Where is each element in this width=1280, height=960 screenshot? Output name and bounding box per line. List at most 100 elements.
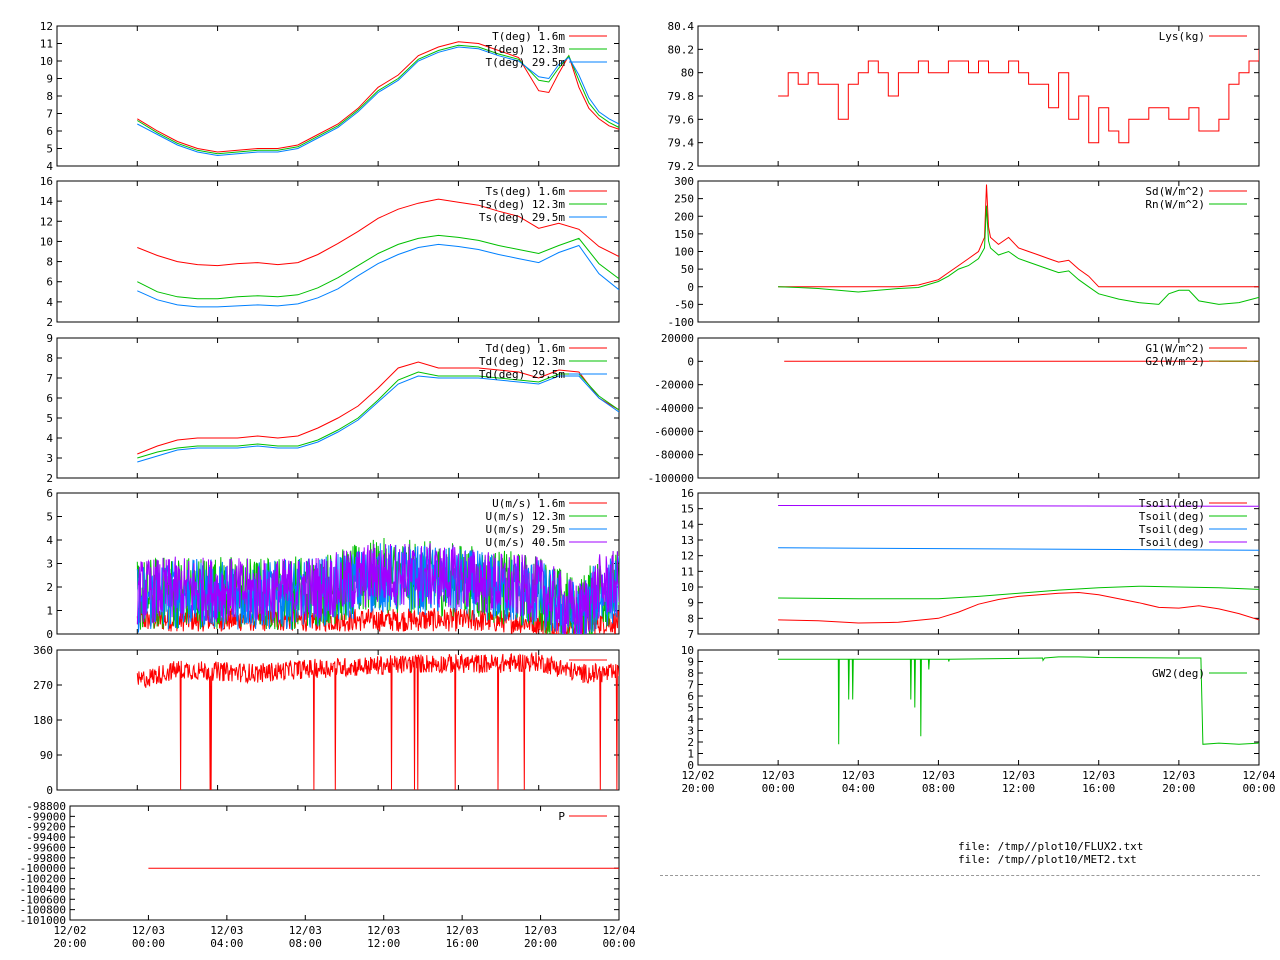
legend-label: Sd(W/m^2): [1145, 185, 1205, 198]
x-tick-label: 12:00: [367, 937, 400, 950]
x-tick-label: 12/02: [681, 769, 714, 782]
y-tick-label: 11: [681, 565, 694, 578]
y-tick-label: 200: [674, 210, 694, 223]
plot-frame: [56, 180, 620, 323]
y-tick-label: -100200: [20, 873, 66, 886]
legend-label: Tsoil(deg): [1139, 523, 1205, 536]
panel-G: -100000 -80000 -60000 -40000 -20000 0 20000 G1(…: [648, 332, 1260, 485]
y-tick-label: 0: [687, 281, 694, 294]
series-line-0: [137, 41, 619, 153]
series-line-0: [778, 591, 1259, 624]
series-line-3: [136, 543, 619, 634]
y-tick-label: 3: [687, 725, 694, 738]
file-info: file: /tmp//plot10/FLUX2.txt file: /tmp/…: [958, 840, 1143, 866]
y-tick-label: 50: [681, 263, 694, 276]
x-tick-label: 20:00: [1162, 782, 1195, 795]
y-tick-label: 8: [687, 612, 694, 625]
series-line-2: [778, 547, 1259, 551]
x-tick-label: 12/04: [602, 924, 635, 937]
x-tick-label: 12/03: [1162, 769, 1195, 782]
y-tick-label: 150: [674, 228, 694, 241]
panel-T: 4 5 6 7 8 9 10 11 12 T(deg) 1.6mT(deg) 12.3mT(deg…: [40, 20, 620, 173]
y-tick-label: 0: [687, 355, 694, 368]
y-tick-label: -100400: [20, 883, 66, 896]
y-tick-label: 2: [46, 472, 53, 485]
x-tick-label: 12/03: [842, 769, 875, 782]
x-tick-label: 12/03: [524, 924, 557, 937]
x-tick-label: 04:00: [210, 937, 243, 950]
y-tick-label: 80.2: [668, 43, 695, 56]
x-tick-label: 12/03: [367, 924, 400, 937]
series-line-1: [137, 371, 619, 459]
y-tick-label: 6: [46, 125, 53, 138]
y-tick-label: 270: [33, 679, 53, 692]
y-tick-label: 90: [40, 749, 53, 762]
y-tick-label: 12: [40, 20, 53, 33]
y-tick-label: 6: [46, 487, 53, 500]
y-tick-label: 14: [40, 195, 54, 208]
series-line-1: [778, 205, 1259, 305]
legend-label: U(m/s) 40.5m: [486, 536, 566, 549]
y-tick-label: 5: [46, 143, 53, 156]
x-tick-label: 20:00: [524, 937, 557, 950]
y-tick-label: 3: [46, 558, 53, 571]
series-line-1: [137, 234, 619, 300]
panel-U: 0 1 2 3 4 5 6 U(m/s) 1.6mU(m/s) 12.3mU(m/s) 29.…: [46, 487, 620, 641]
x-tick-label: 16:00: [446, 937, 479, 950]
y-tick-label: 180: [33, 714, 53, 727]
y-tick-label: 0: [46, 628, 53, 641]
legend-label: Tsoil(deg): [1139, 536, 1205, 549]
y-tick-label: 4: [46, 534, 53, 547]
y-tick-label: 4: [687, 713, 694, 726]
y-tick-label: 2: [46, 581, 53, 594]
legend-label: T(deg) 12.3m: [486, 43, 566, 56]
y-tick-label: 2: [46, 316, 53, 329]
y-tick-label: 20000: [661, 332, 694, 345]
x-tick-label: 00:00: [132, 937, 165, 950]
y-tick-label: 3: [46, 452, 53, 465]
y-tick-label: 250: [674, 193, 694, 206]
y-tick-label: 0: [46, 784, 53, 797]
x-tick-label: 16:00: [1082, 782, 1115, 795]
series-line-0: [137, 198, 619, 267]
plot-area: [136, 651, 619, 790]
file-line-1: file: /tmp//plot10/FLUX2.txt: [958, 840, 1144, 853]
plot-area: [136, 537, 619, 634]
plot-frame: [56, 337, 620, 479]
panel-P: -101000-100800-100600-100400-100200-1000…: [20, 800, 636, 950]
legend-label: Lys(kg): [1159, 30, 1205, 43]
plot-area: [778, 505, 1259, 624]
y-tick-label: 100: [674, 246, 694, 259]
y-tick-label: 11: [40, 38, 53, 51]
y-tick-label: 4: [46, 432, 53, 445]
series-line-0: [778, 184, 1259, 288]
legend-label: Td(deg) 1.6m: [486, 342, 566, 355]
y-tick-label: 5: [46, 511, 53, 524]
x-tick-label: 12/03: [132, 924, 165, 937]
legend-label: Td(deg) 12.3m: [479, 355, 565, 368]
y-tick-label: -100000: [20, 862, 66, 875]
y-tick-label: -99800: [26, 852, 66, 865]
y-tick-label: -99200: [26, 821, 66, 834]
legend-label: Tsoil(deg): [1139, 497, 1205, 510]
plot-frame: [69, 805, 620, 921]
y-tick-label: 10: [40, 235, 53, 248]
y-tick-label: 5: [46, 412, 53, 425]
legend-label: Ts(deg) 1.6m: [486, 185, 566, 198]
y-tick-label: -60000: [654, 425, 694, 438]
y-tick-label: -50: [674, 298, 694, 311]
series-line-0: [778, 49, 1259, 144]
y-tick-label: 10: [681, 581, 694, 594]
legend-label: U(m/s) 1.6m: [492, 497, 565, 510]
x-tick-label: 12/03: [289, 924, 322, 937]
y-tick-label: -101000: [20, 914, 66, 927]
series-line-2: [137, 46, 619, 157]
y-tick-label: 79.8: [668, 90, 695, 103]
panel-Tsoil: 78910111213141516Tsoil(deg)Tsoil(deg)Tso…: [681, 487, 1260, 641]
legend-label: P: [558, 810, 565, 823]
series-line-1: [778, 656, 1259, 745]
x-tick-label: 04:00: [842, 782, 875, 795]
x-tick-label: 00:00: [1242, 782, 1275, 795]
y-tick-label: -40000: [654, 402, 694, 415]
